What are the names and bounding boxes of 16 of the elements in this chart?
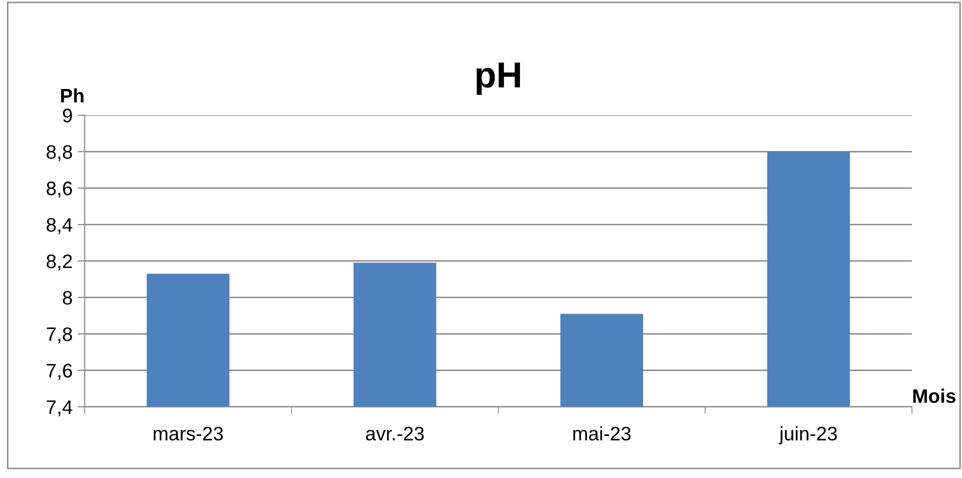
y-tick-label: 7,4 bbox=[46, 400, 72, 416]
y-tick-label: 7,6 bbox=[46, 364, 72, 380]
y-axis-title: Ph bbox=[61, 88, 84, 102]
y-tick-label: 8,8 bbox=[46, 145, 72, 162]
y-tick-label: 8,4 bbox=[46, 218, 72, 234]
x-tick-label: avr.-23 bbox=[366, 426, 424, 441]
y-tick-label: 9 bbox=[62, 108, 72, 122]
chart-title: pH bbox=[476, 62, 520, 95]
x-tick-label: juin-23 bbox=[778, 426, 837, 444]
x-axis-title: Mois bbox=[913, 388, 956, 403]
y-tick-label: 8,2 bbox=[46, 254, 72, 271]
y-tick-label: 8 bbox=[62, 290, 72, 305]
x-tick-label: mai-23 bbox=[573, 426, 631, 441]
y-tick-label: 7,8 bbox=[46, 327, 72, 344]
y-tick-label: 8,6 bbox=[46, 182, 72, 198]
x-tick-label: mars-23 bbox=[154, 426, 223, 441]
